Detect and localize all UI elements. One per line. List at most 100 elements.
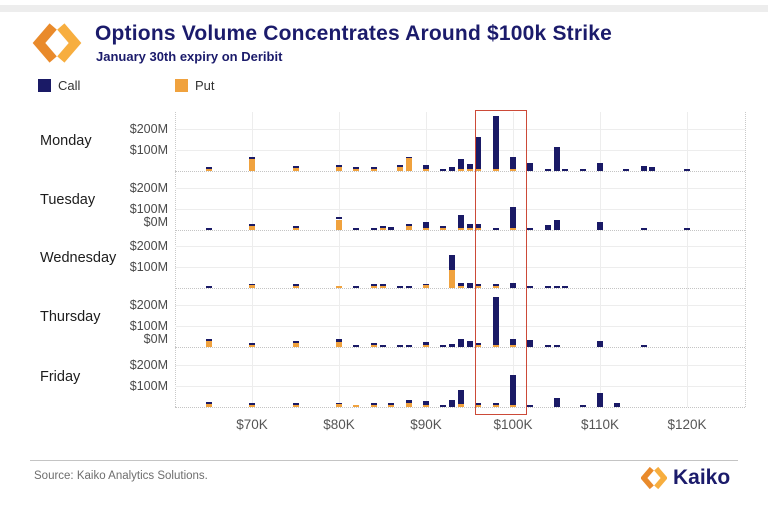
put-bar: [423, 285, 429, 288]
put-bar: [457, 286, 464, 288]
x-tick-label: $100K: [493, 417, 533, 432]
put-bar: [405, 225, 412, 230]
call-bar: [475, 403, 482, 406]
put-bar: [336, 219, 342, 230]
y-tick-label: $200M: [129, 122, 168, 136]
call-bar: [544, 286, 551, 288]
grid-line-horizontal: [175, 150, 745, 151]
put-bar: [466, 227, 473, 230]
call-bar: [423, 283, 429, 286]
put-bar: [370, 285, 377, 288]
day-label: Monday: [40, 133, 92, 149]
call-bar: [684, 228, 690, 230]
put-bar: [336, 341, 342, 347]
grid-line-horizontal: [175, 129, 745, 130]
call-bar: [597, 222, 603, 230]
y-tick-label: $200M: [129, 358, 168, 372]
call-bar: [205, 402, 212, 404]
call-bar: [553, 345, 560, 347]
brand-name: Kaiko: [673, 466, 731, 489]
zero-baseline: [175, 288, 745, 289]
put-bar: [423, 345, 429, 347]
call-bar: [597, 163, 603, 171]
call-bar: [457, 214, 464, 229]
grid-line-horizontal: [175, 365, 745, 366]
call-bar: [544, 345, 551, 347]
put-bar: [353, 169, 360, 171]
source-note: Source: Kaiko Analytics Solutions.: [34, 470, 208, 482]
call-bar: [475, 343, 482, 346]
call-bar: [249, 157, 255, 160]
call-bar: [475, 136, 482, 170]
call-bar: [553, 146, 560, 171]
call-bar: [379, 345, 386, 347]
call-bar: [336, 217, 342, 220]
call-bar: [510, 374, 516, 406]
put-bar: [379, 286, 386, 288]
put-bar: [475, 286, 482, 288]
call-bar: [466, 282, 473, 288]
call-bar: [370, 167, 377, 170]
put-bar: [423, 405, 429, 407]
call-bar: [492, 227, 499, 230]
footer-divider: [30, 460, 738, 461]
put-bar: [292, 286, 299, 288]
call-bar: [292, 226, 299, 229]
call-bar: [527, 286, 534, 288]
call-bar: [449, 255, 456, 271]
call-bar: [405, 224, 412, 226]
plot-right-edge: [745, 112, 746, 407]
kaiko-mark-icon: [32, 20, 82, 66]
put-bar: [492, 345, 499, 347]
put-bar: [475, 228, 482, 230]
day-label: Tuesday: [40, 192, 96, 208]
highlight-box: [475, 110, 527, 415]
call-bar: [449, 167, 456, 171]
legend-item-call: Call: [38, 78, 80, 93]
call-bar: [457, 159, 464, 169]
call-bar: [449, 400, 456, 407]
call-bar: [684, 169, 690, 171]
grid-line-horizontal: [175, 386, 745, 387]
put-bar: [205, 341, 212, 347]
legend-put-label: Put: [195, 77, 215, 93]
zero-baseline: [175, 171, 745, 172]
page-subtitle: January 30th expiry on Deribit: [96, 49, 283, 64]
call-bar: [510, 156, 516, 170]
call-bar: [379, 226, 386, 228]
put-bar: [510, 345, 516, 347]
grid-line-horizontal: [175, 246, 745, 247]
call-bar: [449, 343, 456, 347]
put-bar: [510, 228, 516, 230]
call-bar: [396, 286, 403, 288]
y-tick-label: $100M: [129, 379, 168, 393]
grid-line-horizontal: [175, 326, 745, 327]
call-bar: [614, 402, 621, 407]
put-bar: [336, 286, 342, 288]
call-bar: [544, 169, 551, 171]
call-bar: [292, 166, 299, 168]
day-label: Friday: [40, 369, 81, 385]
call-bar: [423, 221, 429, 229]
put-bar: [492, 405, 499, 407]
x-tick-label: $80K: [323, 417, 355, 432]
grid-line-vertical: [426, 112, 427, 407]
put-bar: [353, 405, 360, 407]
call-bar: [396, 345, 403, 347]
call-bar: [205, 339, 212, 342]
grid-line-horizontal: [175, 305, 745, 306]
put-bar: [249, 404, 255, 407]
call-bar: [457, 283, 464, 287]
call-bar: [370, 284, 377, 286]
call-bar: [562, 286, 569, 288]
put-bar: [370, 404, 377, 407]
put-bar: [292, 228, 299, 230]
call-bar: [388, 226, 395, 230]
put-bar: [249, 226, 255, 230]
call-bar: [457, 338, 464, 347]
y-tick-label: $200M: [129, 181, 168, 195]
grid-line-vertical: [252, 112, 253, 407]
call-bar: [623, 169, 630, 171]
call-bar: [423, 165, 429, 170]
